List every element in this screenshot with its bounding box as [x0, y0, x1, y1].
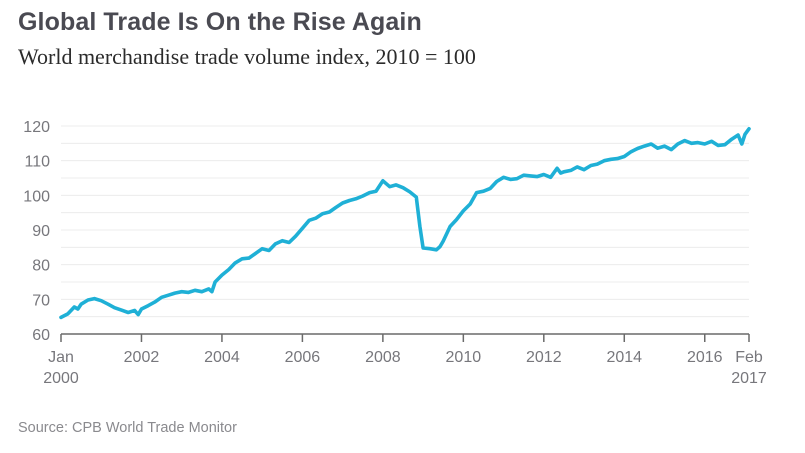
y-tick-label: 110: [24, 154, 50, 171]
y-tick-label: 80: [32, 258, 50, 275]
y-tick-label: 100: [23, 188, 50, 205]
y-tick-label: 120: [23, 119, 50, 136]
y-axis-ticks: 60 70 80 90 100 110 120: [23, 119, 50, 344]
chart-title: Global Trade Is On the Rise Again: [18, 8, 422, 36]
series-line: [59, 127, 751, 320]
x-tick-label: 2012: [526, 349, 562, 366]
x-tick-label: Feb: [735, 349, 763, 366]
source-note: Source: CPB World Trade Monitor: [18, 420, 237, 436]
x-tick-label: 2016: [687, 349, 723, 366]
y-tick-label: 70: [32, 292, 50, 309]
y-tick-label: 60: [32, 327, 50, 344]
x-tick-label: 2002: [124, 349, 160, 366]
series-layer: [59, 127, 751, 320]
gridlines: [61, 125, 749, 318]
x-tick-label: 2010: [446, 349, 482, 366]
chart-subtitle: World merchandise trade volume index, 20…: [18, 44, 476, 69]
x-tick-label: 2004: [204, 349, 240, 366]
x-tick-label: 2006: [285, 349, 321, 366]
x-tick-label: 2014: [606, 349, 642, 366]
x-axis: Jan 2000 2002 2004 2006 2008 2010 2012 2014 2016 F…: [43, 333, 767, 387]
y-tick-label: 90: [32, 223, 50, 240]
x-tick-label: Jan: [48, 349, 74, 366]
x-tick-label: 2000: [43, 370, 79, 387]
x-tick-label: 2017: [731, 370, 767, 387]
x-tick-label: 2008: [365, 349, 401, 366]
